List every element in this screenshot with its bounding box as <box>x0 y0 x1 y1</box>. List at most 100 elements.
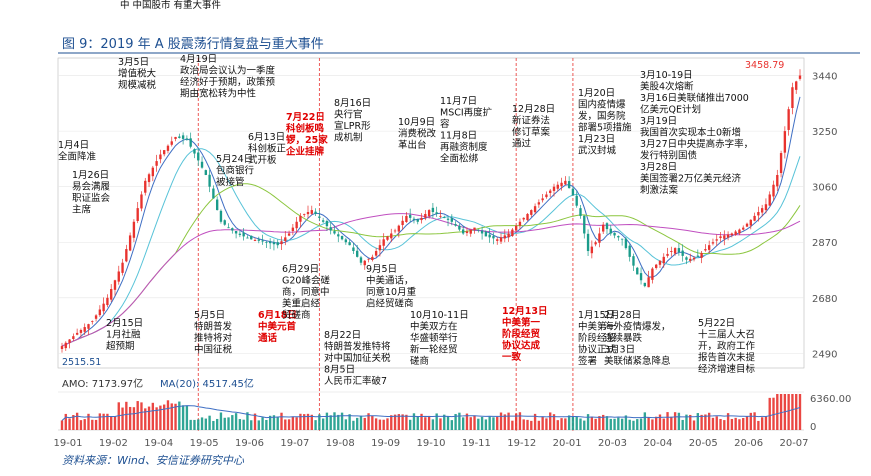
volume-bar <box>522 419 525 430</box>
candle-body <box>170 141 173 145</box>
volume-bar <box>567 415 571 430</box>
volume-bar <box>60 420 64 430</box>
candle-body <box>670 251 673 252</box>
candle-body <box>567 181 571 189</box>
volume-bar <box>227 417 230 430</box>
candle-body <box>435 212 438 214</box>
annotation-line: 我国首次实现本土0新增 <box>640 127 741 139</box>
candle-body <box>507 233 510 238</box>
volume-bar <box>147 406 151 430</box>
volume-bar <box>87 413 90 430</box>
candle-body <box>416 219 419 222</box>
candle-body <box>783 131 787 153</box>
annotation-line: 阶段经贸 <box>502 328 541 340</box>
candle-body <box>151 167 155 177</box>
annotation-line: 协议正式 <box>578 344 617 356</box>
volume-bar <box>465 413 469 430</box>
volume-bar <box>208 415 211 430</box>
annotation-line: 3月28日 <box>640 162 677 173</box>
candle-body <box>461 229 465 234</box>
annotation-line: 2月28日 <box>604 310 641 321</box>
candle-body <box>268 241 272 244</box>
candle-body <box>110 289 113 300</box>
volume-bar <box>514 413 518 430</box>
candle-body <box>280 241 283 245</box>
annotation-line: 十三届人大召 <box>698 329 755 341</box>
annotation-line: 科创板正 <box>248 143 287 155</box>
candle-body <box>446 218 450 220</box>
source-note: 资料来源：Wind、安信证券研究中心 <box>62 454 245 467</box>
annotation-line: 启经贸磋商 <box>366 298 414 310</box>
annotation-line: 部署5项措施 <box>578 122 632 134</box>
candle-body <box>291 227 295 231</box>
volume-amo-label: AMO: 7173.97亿 <box>62 377 143 390</box>
annotation-line: 海外疫情爆发， <box>604 321 671 333</box>
candle-body <box>514 225 518 231</box>
volume-bar <box>215 418 219 430</box>
annotation-line: 成机制 <box>334 132 363 144</box>
volume-ymax-label: 6360.00 <box>810 394 851 405</box>
volume-bar <box>371 415 374 430</box>
candle-body <box>560 182 563 187</box>
candle-body <box>757 212 760 216</box>
volume-bar <box>125 401 128 430</box>
volume-bar <box>537 420 541 430</box>
candle-body <box>246 237 249 239</box>
volume-bar <box>382 419 385 430</box>
volume-bar <box>250 420 253 430</box>
volume-bar <box>647 417 650 430</box>
volume-ma-label: MA(20): 4517.45亿 <box>160 377 254 390</box>
volume-bar <box>113 416 117 430</box>
volume-bar <box>469 417 472 430</box>
candle-body <box>583 215 586 234</box>
x-tick-label: 20-04 <box>643 438 672 449</box>
candle-body <box>102 303 105 312</box>
annotation-line: 美股4次熔断 <box>640 81 694 93</box>
candle-body <box>458 225 461 230</box>
price-plot-frame <box>57 57 805 369</box>
x-tick-label: 20-05 <box>689 438 718 449</box>
volume-bar <box>393 414 397 430</box>
candle-body <box>140 194 143 209</box>
candle-body <box>492 236 495 239</box>
candle-body <box>764 204 768 210</box>
candle-body <box>443 217 446 219</box>
volume-bar <box>291 416 295 430</box>
annotation-line: 全面松绑 <box>440 153 479 165</box>
volume-bars <box>60 394 802 430</box>
volume-bar <box>711 417 715 430</box>
candle-body <box>477 229 480 231</box>
x-tick-label: 20-03 <box>598 438 627 449</box>
annotation-line: 3月5日 <box>118 57 149 68</box>
candle-body <box>299 215 302 222</box>
annotation-line: 美联储紧急降息 <box>604 355 671 367</box>
candle-body <box>651 268 654 280</box>
annotation-line: 1月4日 <box>58 140 89 151</box>
volume-bar <box>730 418 734 430</box>
candle-body <box>367 258 370 260</box>
annotation-line: 3月27日中央提高赤字率， <box>640 138 753 150</box>
y-tick-label: 2870 <box>812 238 837 249</box>
volume-bar <box>639 418 643 430</box>
candle-body <box>677 248 681 252</box>
volume-bar <box>329 415 332 430</box>
volume-bar <box>632 420 635 430</box>
annotation-line: 再融资制度 <box>440 141 488 153</box>
candle-body <box>132 221 136 238</box>
candle-body <box>147 174 151 183</box>
annotation-line: 中美第一 <box>578 321 617 333</box>
candle-body <box>166 145 170 151</box>
volume-bar <box>68 418 71 430</box>
candle-body <box>401 220 404 226</box>
volume-zero-label: 0 <box>810 422 816 433</box>
annotation-line: 科创板鸣 <box>286 123 325 135</box>
moving-average-line <box>61 213 801 347</box>
